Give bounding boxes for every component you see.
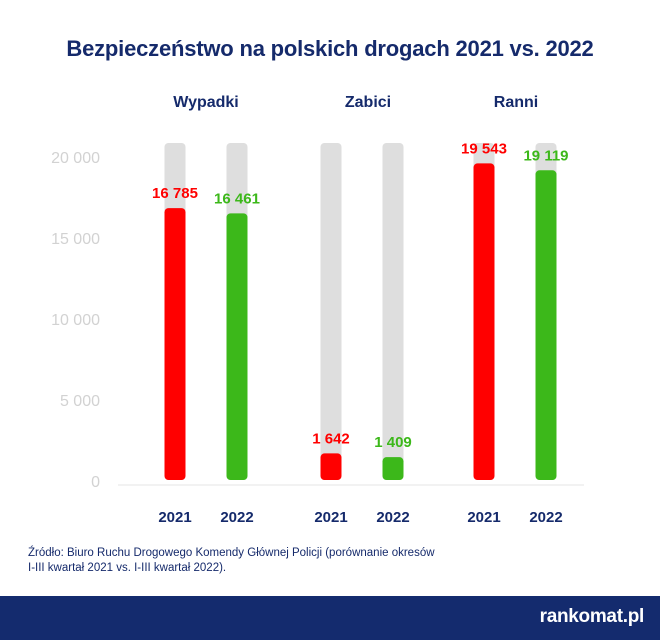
y-tick-label: 10 000 <box>51 312 100 329</box>
data-label: 19 119 <box>523 147 568 164</box>
bar-zabici-2021 <box>320 453 342 480</box>
footer-bar: rankomat.pl <box>0 596 660 640</box>
bar-zabici-2022 <box>382 457 404 480</box>
x-tick-label-year: 2022 <box>529 509 562 526</box>
chart-title: Bezpieczeństwo na polskich drogach 2021 … <box>66 36 594 61</box>
group-label-wypadki: Wypadki <box>173 94 239 111</box>
group-label-zabici: Zabici <box>344 94 392 111</box>
bar-wypadki-2021 <box>164 208 186 480</box>
data-label: 16 461 <box>214 190 260 207</box>
x-tick-label-year: 2021 <box>158 509 191 526</box>
x-tick-label-year: 2022 <box>220 509 253 526</box>
bar-chart: 0 5 000 10 000 15 000 20 000 16 785 2021 16 461… <box>51 140 584 526</box>
x-tick-label-year: 2022 <box>376 509 409 526</box>
bar-track <box>320 143 342 480</box>
source-note: Źródło: Biuro Ruchu Drogowego Komendy Gł… <box>28 546 435 576</box>
source-line-1: Źródło: Biuro Ruchu Drogowego Komendy Gł… <box>28 547 435 559</box>
bar-track <box>382 143 404 480</box>
bar-ranni-2021 <box>473 163 495 481</box>
y-tick-label: 0 <box>91 474 100 491</box>
group-label-ranni: Ranni <box>493 94 539 111</box>
data-label: 1 642 <box>312 430 350 447</box>
data-label: 1 409 <box>374 434 412 451</box>
bar-wypadki-2022 <box>226 213 248 481</box>
source-line-2: I-III kwartał 2021 vs. I-III kwartał 202… <box>28 562 227 574</box>
x-tick-label-year: 2021 <box>314 509 347 526</box>
bar-ranni-2022 <box>535 170 557 480</box>
y-tick-label: 5 000 <box>60 393 100 410</box>
y-tick-label: 20 000 <box>51 150 100 167</box>
y-tick-label: 15 000 <box>51 231 100 248</box>
x-tick-label-year: 2021 <box>467 509 500 526</box>
brand-logo: rankomat.pl <box>539 606 645 627</box>
data-label: 19 543 <box>461 140 507 157</box>
data-label: 16 785 <box>152 185 198 202</box>
